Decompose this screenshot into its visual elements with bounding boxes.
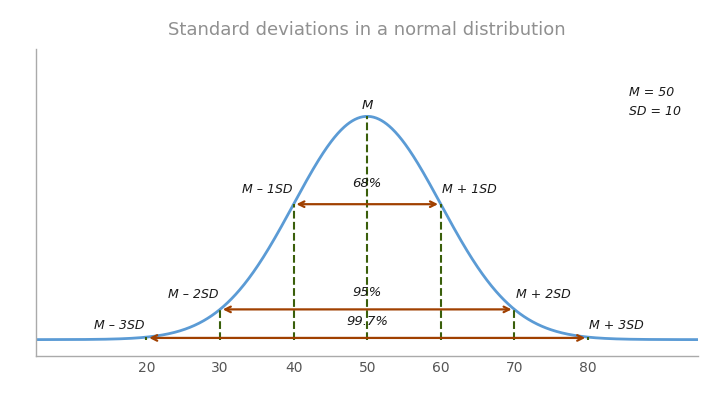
Text: 99.7%: 99.7% (346, 315, 388, 328)
Text: M = 50
SD = 10: M = 50 SD = 10 (629, 85, 681, 117)
Text: M – 2SD: M – 2SD (168, 288, 219, 301)
Text: M – 1SD: M – 1SD (242, 183, 292, 196)
Text: 68%: 68% (353, 177, 382, 190)
Text: M: M (361, 99, 373, 112)
Text: M – 3SD: M – 3SD (94, 319, 145, 333)
Text: 95%: 95% (353, 286, 382, 299)
Title: Standard deviations in a normal distribution: Standard deviations in a normal distribu… (168, 21, 566, 39)
Text: M + 1SD: M + 1SD (442, 183, 497, 196)
Text: M + 3SD: M + 3SD (590, 319, 644, 333)
Text: M + 2SD: M + 2SD (516, 288, 571, 301)
